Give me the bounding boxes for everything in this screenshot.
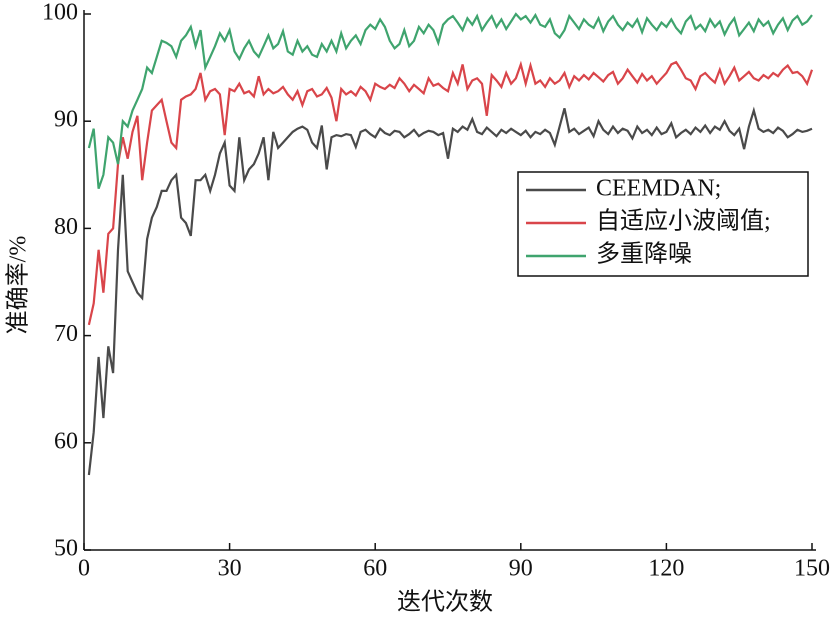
x-tick-label: 150 (794, 556, 830, 582)
x-axis-label: 迭代次数 (397, 589, 493, 616)
y-axis-label: 准确率/% (5, 236, 32, 335)
y-tick-label: 90 (54, 107, 78, 133)
series-line (87, 12, 813, 190)
y-tick-label: 70 (54, 321, 78, 347)
x-tick-label: 60 (363, 556, 387, 582)
legend-label: 多重降噪 (596, 241, 692, 268)
x-tick-label: 30 (218, 556, 242, 582)
legend-label: 自适应小波阈值; (596, 208, 771, 235)
x-tick-label: 90 (509, 556, 533, 582)
x-tick-label: 120 (648, 556, 684, 582)
legend-label: CEEMDAN; (596, 176, 721, 202)
y-tick-label: 100 (42, 0, 78, 26)
x-tick-label: 0 (78, 556, 90, 582)
series-line (87, 106, 813, 476)
y-tick-label: 60 (54, 428, 78, 454)
y-tick-label: 80 (54, 214, 78, 240)
series-line (87, 60, 814, 326)
y-tick-label: 50 (54, 536, 78, 562)
